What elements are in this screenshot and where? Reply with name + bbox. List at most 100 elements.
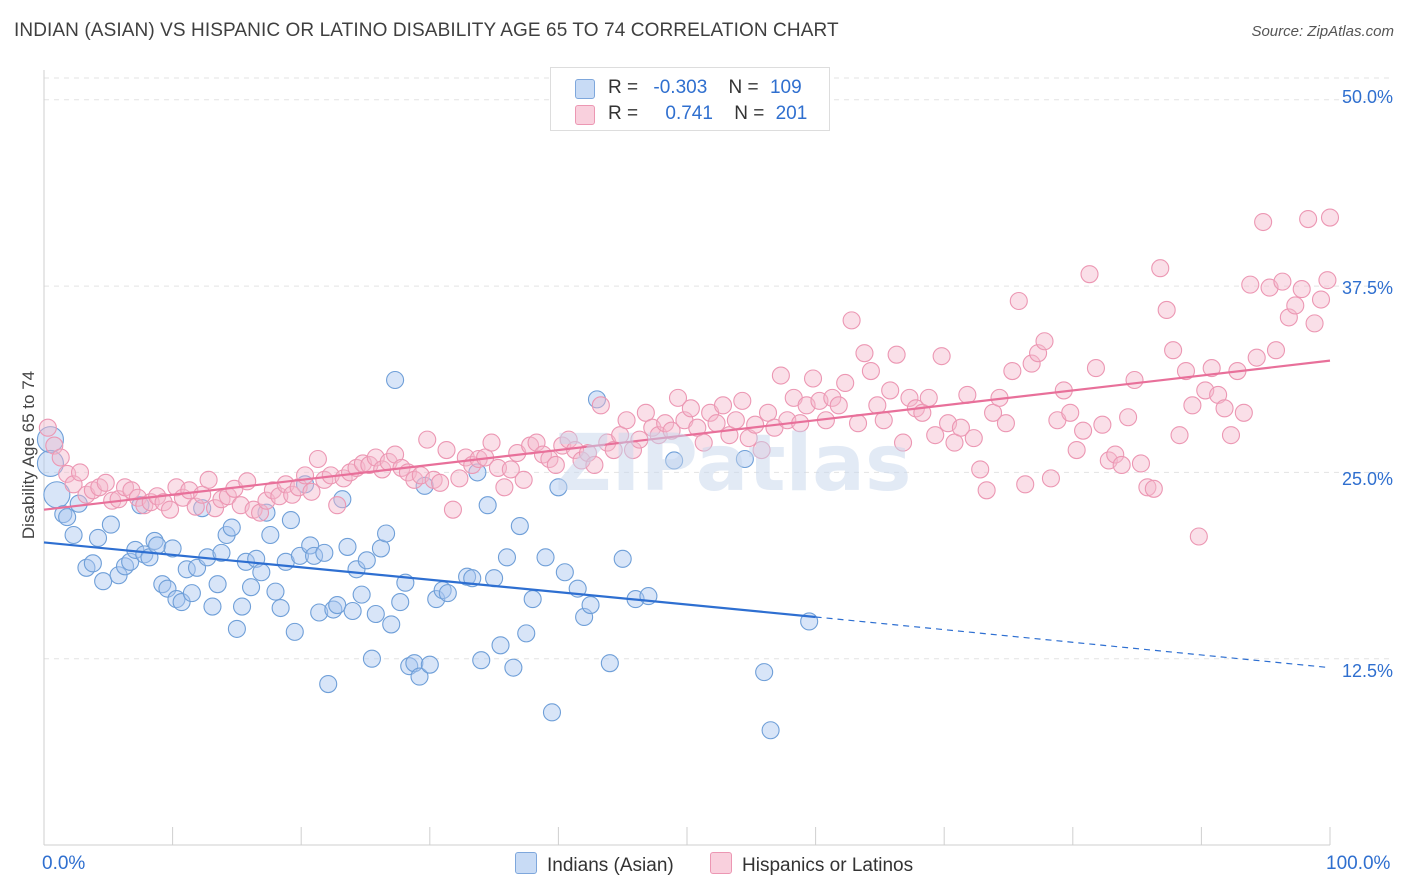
indian-trend-line: [43, 541, 816, 619]
indian-point: [252, 563, 271, 582]
hispanic-point: [1138, 478, 1157, 497]
indian-point: [271, 598, 290, 618]
hispanic-point: [1022, 354, 1041, 373]
hispanic-point: [746, 415, 765, 434]
x-tick-label-max: 100.0%: [1326, 853, 1391, 874]
indian-point: [478, 496, 497, 515]
hispanic-point: [855, 344, 874, 363]
hispanic-point: [1080, 265, 1099, 284]
indian-point: [333, 490, 352, 509]
indian-point: [517, 624, 536, 643]
hispanic-point: [1061, 403, 1080, 422]
indian-point: [735, 449, 754, 469]
legend-n-label: N =: [728, 77, 759, 98]
hispanic-point: [829, 396, 848, 415]
hispanic-point: [1144, 479, 1163, 498]
hispanic-point: [971, 460, 990, 479]
hispanic-point: [70, 463, 90, 482]
indian-point: [281, 511, 300, 530]
indian-point: [315, 543, 334, 562]
indian-point: [208, 575, 227, 594]
indian-point: [386, 370, 405, 390]
indian-point: [427, 590, 446, 609]
indian-point: [94, 572, 113, 591]
hispanic-point: [1016, 475, 1035, 494]
indian-point: [362, 649, 381, 668]
indian-point: [163, 539, 182, 558]
hispanic-point: [861, 362, 880, 381]
hispanic-point: [482, 433, 501, 452]
indian-point: [83, 554, 102, 573]
hispanic-point: [591, 396, 610, 415]
legend-swatch-indians: [575, 79, 595, 99]
hispanic-point: [1266, 341, 1286, 360]
hispanic-point: [514, 470, 533, 489]
indian-point: [285, 622, 304, 641]
hispanic-point: [1164, 341, 1183, 360]
indian-point: [328, 595, 347, 615]
hispanic-point: [771, 366, 790, 385]
bottom-legend-swatch-indians: [515, 852, 537, 874]
hispanic-trend-line: [43, 359, 1331, 511]
hispanic-point: [96, 473, 115, 492]
indian-point: [203, 597, 222, 616]
hispanic-point: [803, 369, 823, 388]
indian-point: [549, 478, 568, 497]
hispanic-point: [932, 347, 951, 366]
watermark: ZIPatlas: [555, 419, 911, 509]
indian-point: [415, 476, 434, 495]
hispanic-point: [758, 403, 778, 422]
hispanic-point: [958, 385, 977, 404]
hispanic-point: [668, 388, 688, 407]
hispanic-point: [1247, 348, 1266, 367]
hispanic-point: [836, 373, 855, 393]
indian-point: [121, 552, 140, 571]
legend-n-label: N =: [734, 103, 765, 124]
hispanic-point: [900, 388, 919, 407]
indian-point: [222, 518, 241, 537]
hispanic-point: [1003, 362, 1022, 381]
hispanic-point: [1009, 291, 1028, 311]
hispanic-point: [617, 411, 636, 430]
hispanic-point: [1119, 408, 1138, 427]
hispanic-point: [636, 403, 655, 422]
legend-text-hispanics: R = 0.741 N = 201: [608, 103, 807, 125]
hispanic-point: [1286, 296, 1305, 315]
indian-point: [555, 563, 574, 582]
indian-point: [600, 654, 619, 673]
bottom-legend-swatch-hispanics: [710, 852, 732, 874]
hispanic-point: [893, 433, 913, 452]
hispanic-point: [688, 418, 707, 437]
indian-point: [485, 569, 504, 588]
hispanic-point: [996, 414, 1015, 433]
hispanic-point: [842, 311, 861, 330]
indian-point: [510, 517, 529, 536]
indian-point: [420, 655, 439, 674]
indian-point: [158, 579, 177, 598]
hispanic-point: [733, 391, 752, 410]
hispanic-point: [1202, 359, 1221, 378]
legend-swatch-hispanics: [575, 105, 595, 125]
hispanic-point: [431, 473, 450, 492]
indian-point: [504, 658, 523, 677]
indian-point: [172, 593, 191, 612]
hispanic-point: [604, 440, 623, 460]
indian-point: [148, 536, 167, 555]
hispanic-point: [1234, 403, 1253, 422]
indian-point: [581, 595, 600, 615]
hispanic-point: [328, 496, 347, 515]
indian-point: [377, 524, 396, 543]
hispanic-point: [1125, 370, 1144, 390]
hispanic-point: [38, 418, 57, 437]
indian-point: [542, 703, 562, 722]
hispanic-point: [1320, 208, 1340, 227]
hispanic-point: [418, 430, 437, 449]
indian-point: [310, 603, 329, 622]
hispanic-point: [585, 455, 604, 475]
hispanic-point: [308, 449, 327, 469]
indian-point: [88, 528, 108, 548]
hispanic-point: [1318, 271, 1337, 290]
indian-point: [101, 515, 120, 534]
indian-point: [382, 615, 401, 634]
